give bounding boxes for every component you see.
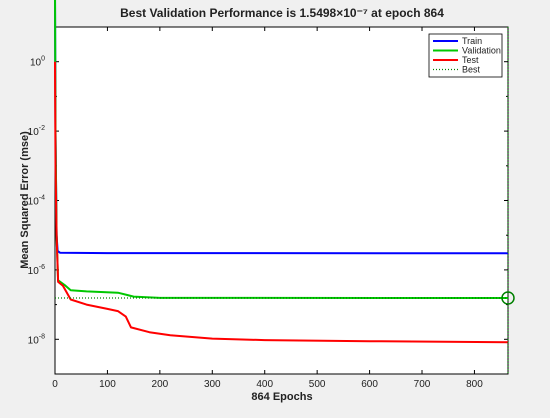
y-tick-label: 10-2 — [28, 125, 45, 138]
legend-label-best: Best — [462, 65, 481, 75]
y-tick-label: 100 — [30, 56, 45, 69]
plot-area — [54, 26, 509, 375]
best-marker — [501, 291, 515, 305]
chart-title: Best Validation Performance is 1.5498×10… — [120, 6, 444, 20]
x-tick-label: 400 — [256, 379, 273, 390]
axis-ticks: 0 100 200 300 400 500 600 700 800 100 10-2 10-4 10-6… — [28, 26, 508, 390]
x-tick-label: 600 — [361, 379, 378, 390]
x-tick-label: 200 — [152, 379, 169, 390]
series-layer — [54, 0, 515, 374]
y-tick-label: 10-6 — [28, 264, 45, 277]
x-tick-label: 100 — [99, 379, 116, 390]
x-axis-label: 864 Epochs — [251, 391, 312, 403]
y-axis-label: Mean Squared Error (mse) — [19, 131, 31, 269]
legend-label-validation: Validation — [462, 46, 501, 56]
x-tick-label: 300 — [204, 379, 221, 390]
legend-label-test: Test — [462, 55, 479, 65]
series-line-test — [54, 61, 509, 344]
legend-label-train: Train — [462, 36, 482, 46]
x-tick-label: 0 — [52, 379, 58, 390]
y-tick-label: 10-8 — [28, 333, 45, 346]
x-tick-label: 800 — [466, 379, 483, 390]
x-tick-label: 700 — [414, 379, 431, 390]
x-tick-label: 500 — [309, 379, 326, 390]
y-tick-label: 10-4 — [28, 195, 45, 208]
